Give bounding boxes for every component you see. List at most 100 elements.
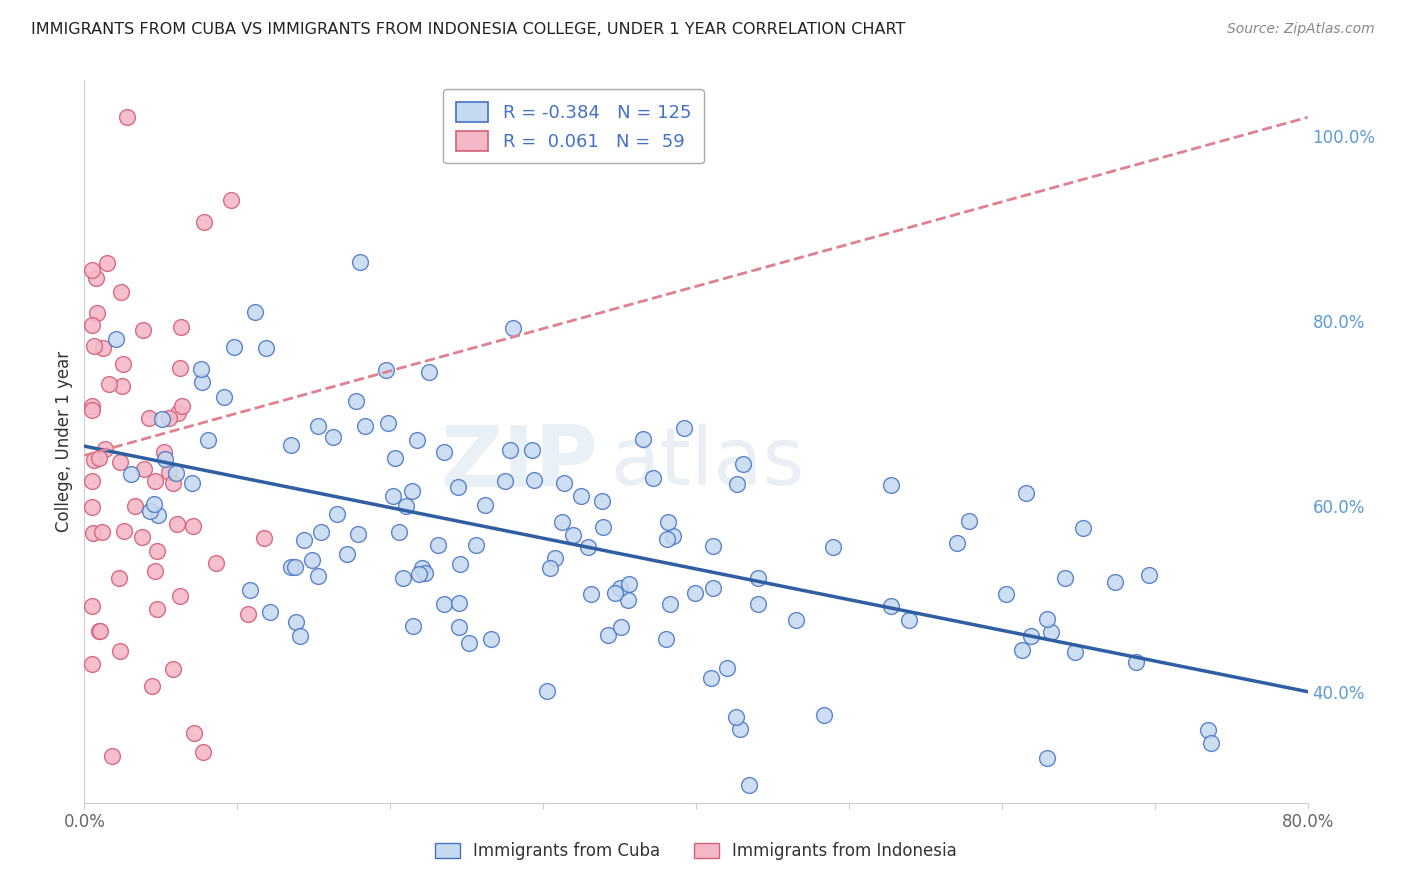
Text: IMMIGRANTS FROM CUBA VS IMMIGRANTS FROM INDONESIA COLLEGE, UNDER 1 YEAR CORRELAT: IMMIGRANTS FROM CUBA VS IMMIGRANTS FROM …	[31, 22, 905, 37]
Point	[157, 411, 180, 425]
Point	[167, 406, 190, 420]
Point	[672, 421, 695, 435]
Point	[162, 476, 184, 491]
Point	[700, 671, 723, 685]
Point	[93, 442, 115, 456]
Point	[292, 533, 315, 547]
Point	[1104, 574, 1126, 589]
Point	[576, 540, 599, 554]
Point	[115, 111, 138, 125]
Point	[603, 586, 626, 600]
Point	[561, 528, 583, 542]
Point	[141, 679, 163, 693]
Point	[458, 636, 481, 650]
Y-axis label: College, Under 1 year: College, Under 1 year	[55, 351, 73, 533]
Point	[280, 437, 302, 451]
Point	[426, 538, 449, 552]
Point	[569, 490, 592, 504]
Point	[86, 305, 108, 319]
Point	[252, 531, 274, 545]
Point	[170, 399, 193, 413]
Point	[633, 432, 655, 446]
Point	[785, 613, 807, 627]
Point	[349, 255, 371, 269]
Point	[98, 376, 121, 391]
Point	[381, 489, 404, 503]
Point	[87, 450, 110, 465]
Point	[655, 532, 678, 546]
Point	[120, 467, 142, 482]
Point	[83, 339, 105, 353]
Point	[80, 402, 103, 417]
Point	[619, 576, 641, 591]
Point	[946, 536, 969, 550]
Point	[180, 476, 202, 491]
Point	[395, 499, 418, 513]
Point	[157, 465, 180, 479]
Point	[307, 419, 329, 434]
Point	[290, 629, 312, 643]
Point	[169, 319, 191, 334]
Point	[657, 515, 679, 529]
Point	[405, 434, 427, 448]
Point	[449, 558, 471, 572]
Point	[89, 624, 111, 639]
Point	[112, 524, 135, 538]
Point	[481, 632, 503, 646]
Point	[579, 587, 602, 601]
Text: Source: ZipAtlas.com: Source: ZipAtlas.com	[1227, 22, 1375, 37]
Text: ZIP: ZIP	[440, 422, 598, 505]
Point	[139, 504, 162, 518]
Point	[464, 538, 486, 552]
Point	[747, 571, 769, 585]
Point	[609, 581, 631, 595]
Point	[1040, 624, 1063, 639]
Point	[80, 399, 103, 413]
Point	[1199, 736, 1222, 750]
Point	[80, 318, 103, 333]
Point	[83, 453, 105, 467]
Point	[284, 560, 307, 574]
Point	[183, 725, 205, 739]
Point	[344, 393, 367, 408]
Point	[132, 323, 155, 337]
Point	[474, 499, 496, 513]
Point	[499, 442, 522, 457]
Point	[823, 540, 845, 554]
Point	[536, 683, 558, 698]
Point	[236, 607, 259, 621]
Point	[110, 285, 132, 300]
Point	[326, 507, 349, 521]
Point	[655, 632, 678, 647]
Point	[523, 473, 546, 487]
Point	[190, 362, 212, 376]
Point	[658, 597, 681, 611]
Point	[1019, 629, 1042, 643]
Point	[550, 516, 572, 530]
Point	[1036, 612, 1059, 626]
Text: atlas: atlas	[610, 425, 804, 502]
Point	[880, 599, 903, 613]
Point	[148, 508, 170, 522]
Point	[104, 332, 127, 346]
Point	[100, 749, 122, 764]
Point	[747, 597, 769, 611]
Point	[301, 552, 323, 566]
Point	[193, 214, 215, 228]
Point	[1071, 521, 1094, 535]
Point	[212, 390, 235, 404]
Point	[392, 571, 415, 585]
Point	[138, 410, 160, 425]
Point	[1054, 571, 1077, 585]
Point	[502, 321, 524, 335]
Point	[80, 474, 103, 488]
Point	[169, 360, 191, 375]
Point	[591, 493, 613, 508]
Point	[1011, 643, 1033, 657]
Point	[166, 517, 188, 532]
Point	[347, 527, 370, 541]
Point	[150, 412, 173, 426]
Point	[142, 497, 165, 511]
Point	[80, 599, 103, 614]
Point	[733, 458, 755, 472]
